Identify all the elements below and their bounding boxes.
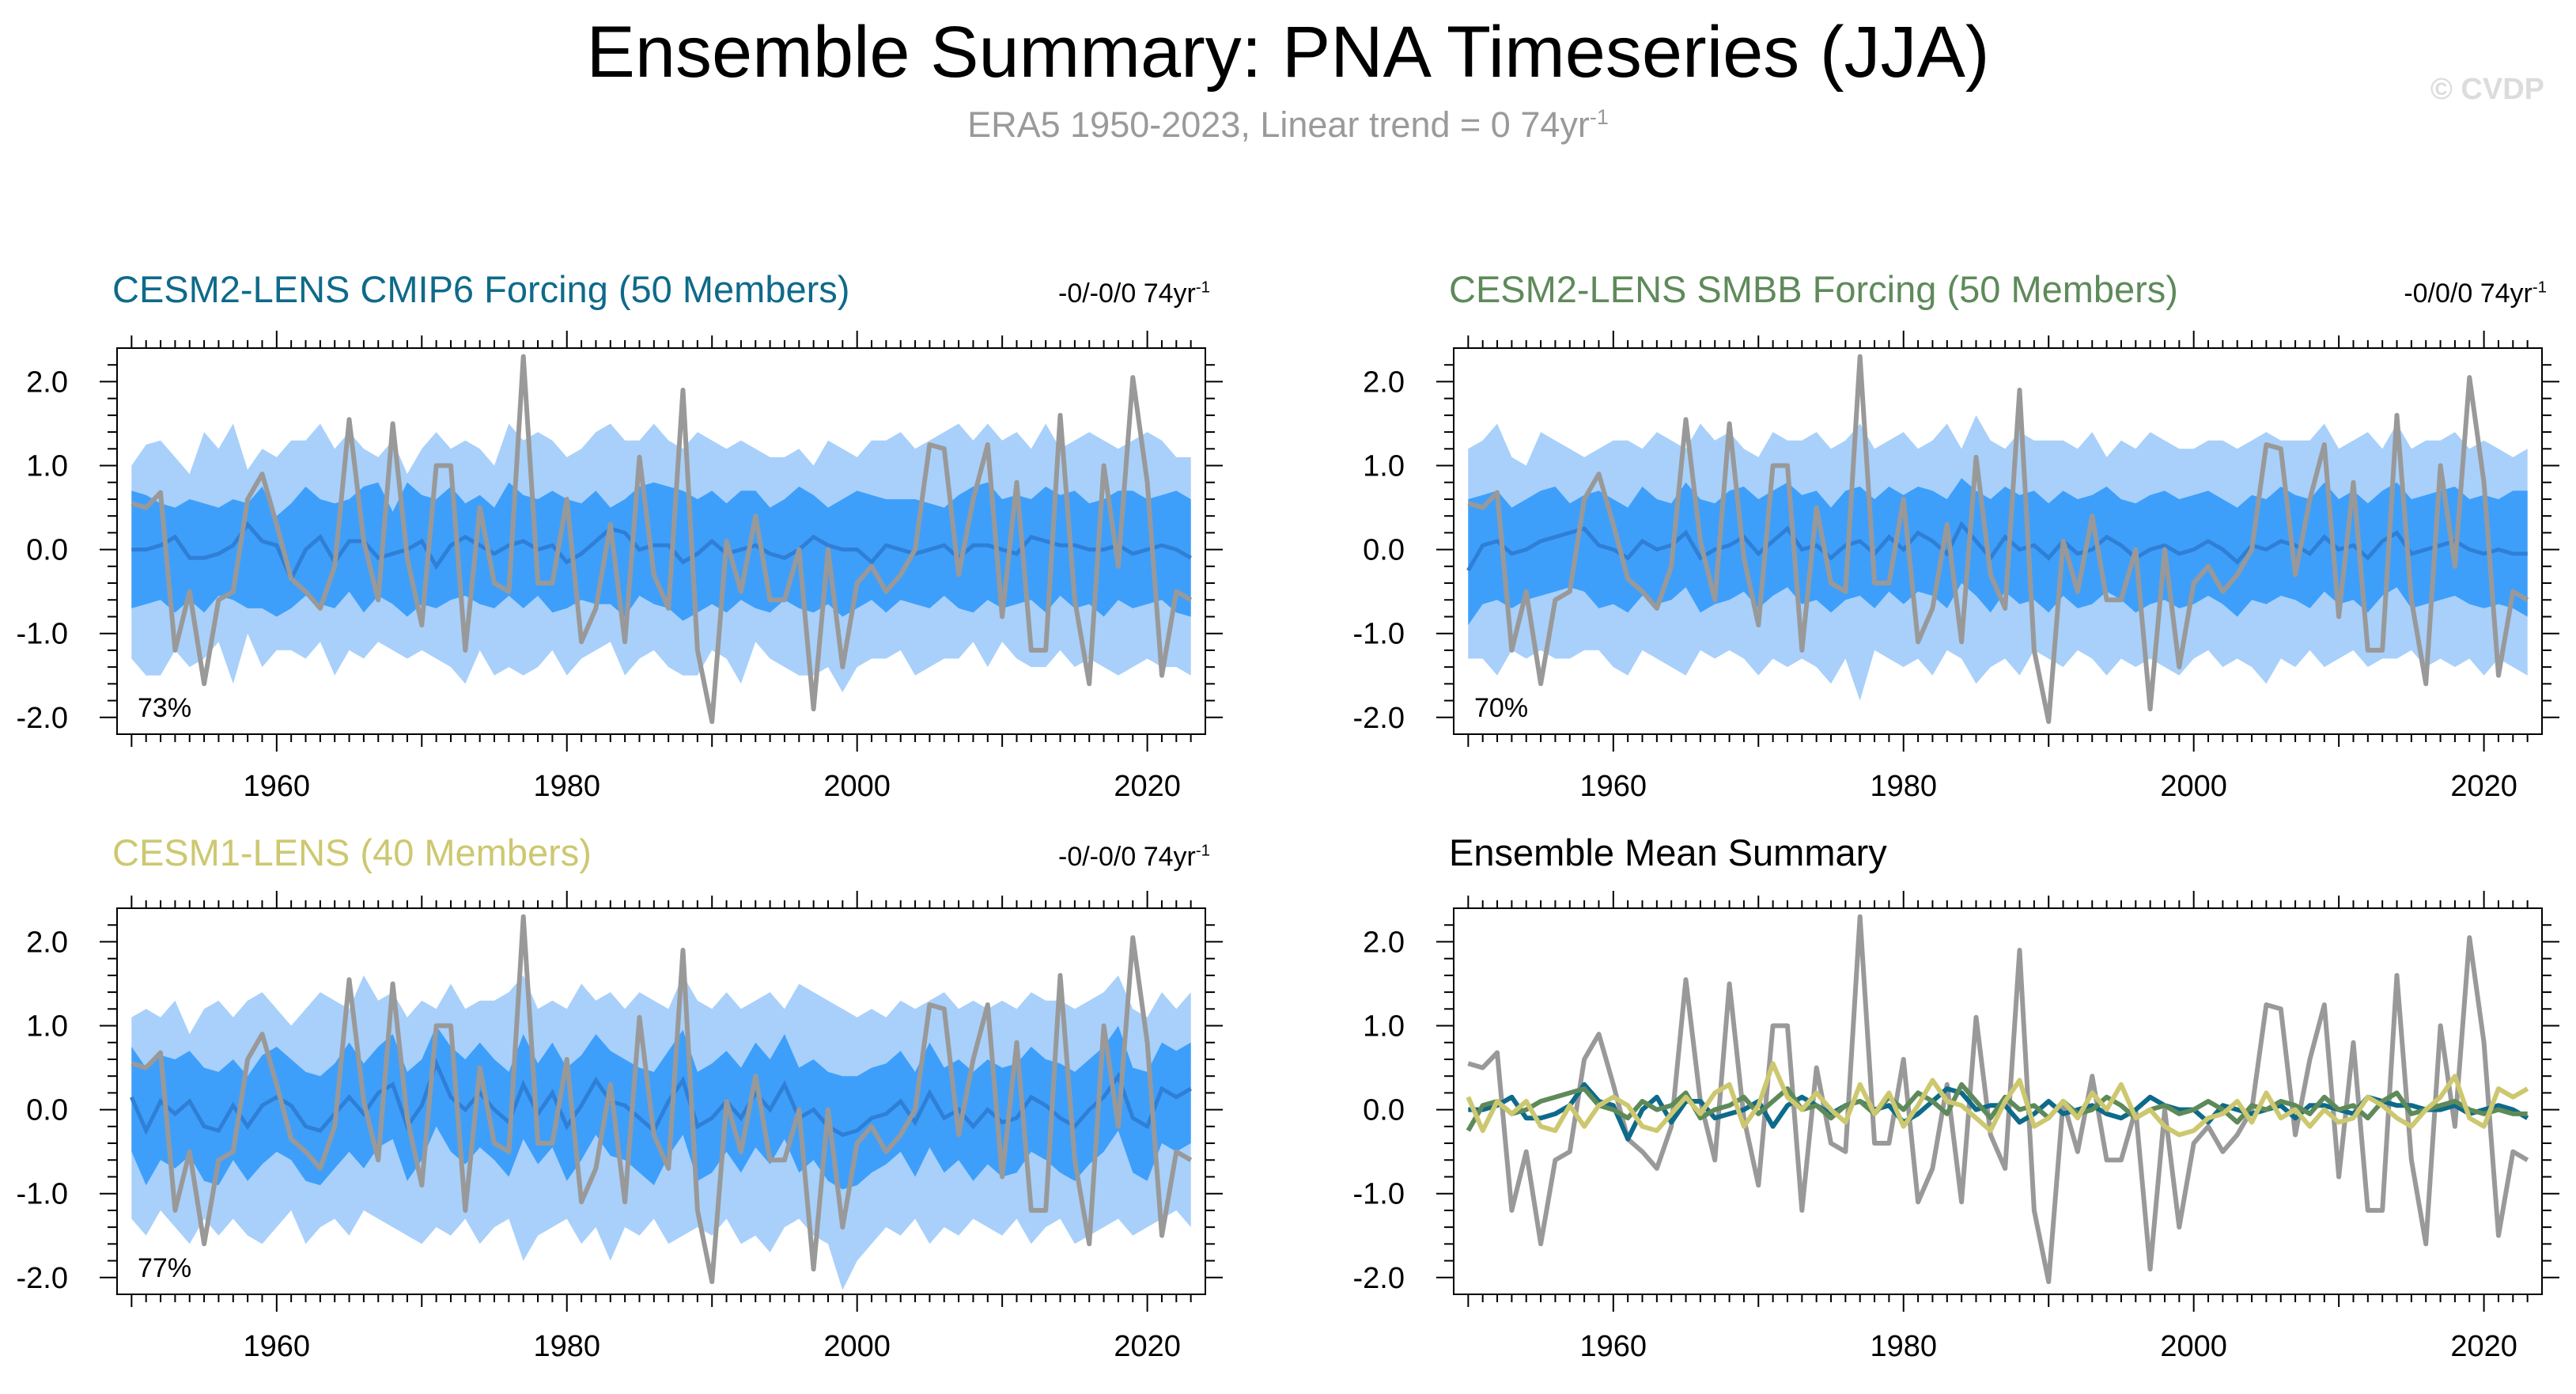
y-tick-label: 1.0 bbox=[26, 450, 68, 483]
era5-line bbox=[131, 914, 1193, 1285]
y-tick-label: 0.0 bbox=[26, 1094, 68, 1127]
x-tick-label: 2020 bbox=[1114, 1330, 1181, 1363]
band-25-75 bbox=[1468, 478, 2528, 626]
x-tick-label: 2000 bbox=[2160, 1330, 2227, 1363]
ensemble-mean-line bbox=[1466, 521, 2528, 572]
percent-annotation: 77% bbox=[138, 1253, 191, 1283]
era5-line bbox=[1467, 354, 2529, 725]
x-tick-label: 1960 bbox=[1580, 1330, 1647, 1363]
y-tick-label: 2.0 bbox=[26, 366, 68, 399]
plot-frame bbox=[116, 347, 1206, 735]
y-tick-label: -1.0 bbox=[17, 618, 68, 651]
trend-exponent: -1 bbox=[1195, 278, 1210, 297]
era5-line bbox=[131, 354, 1193, 725]
y-tick-label: -2.0 bbox=[17, 1262, 68, 1295]
y-tick-label: 2.0 bbox=[1363, 926, 1405, 959]
percent-annotation: 70% bbox=[1474, 693, 1528, 723]
plot-frame bbox=[1453, 907, 2543, 1295]
x-tick-label: 2020 bbox=[2450, 770, 2517, 803]
era5-line bbox=[1467, 914, 2529, 1285]
page-subtitle: ERA5 1950-2023, Linear trend = 0 74yr-1 bbox=[0, 104, 2576, 146]
y-tick-label: 1.0 bbox=[1363, 1010, 1405, 1044]
plot-frame bbox=[116, 907, 1206, 1295]
x-tick-label: 1980 bbox=[1870, 770, 1937, 803]
trend-text: -0/-0/0 74yr bbox=[1058, 278, 1196, 309]
x-tick-label: 1980 bbox=[533, 770, 600, 803]
x-tick-label: 2000 bbox=[823, 770, 891, 803]
y-tick-label: -1.0 bbox=[1353, 1178, 1405, 1211]
panel-title-cesm1: CESM1-LENS (40 Members) bbox=[112, 831, 592, 873]
band-25-75 bbox=[131, 1025, 1191, 1190]
x-tick-label: 2020 bbox=[1114, 770, 1181, 803]
trend-exponent: -1 bbox=[1195, 842, 1210, 860]
y-tick-label: 1.0 bbox=[26, 1010, 68, 1044]
x-tick-label: 1960 bbox=[244, 1330, 311, 1363]
subtitle-exponent: -1 bbox=[1589, 105, 1609, 129]
plot-area bbox=[1466, 914, 2529, 1285]
y-tick-label: 1.0 bbox=[1363, 450, 1405, 483]
cesm1-mean-line bbox=[1466, 1061, 2529, 1138]
x-tick-label: 2000 bbox=[823, 1330, 891, 1363]
ensemble-mean-line bbox=[130, 1058, 1192, 1138]
panel-trend-cesm1: -0/-0/0 74yr-1 bbox=[815, 842, 1210, 873]
x-tick-label: 1980 bbox=[1870, 1330, 1937, 1363]
trend-text: -0/-0/0 74yr bbox=[1058, 842, 1196, 872]
watermark: © CVDP bbox=[2430, 73, 2544, 106]
plot-area bbox=[1466, 354, 2529, 725]
x-tick-label: 1960 bbox=[1580, 770, 1647, 803]
y-tick-label: 0.0 bbox=[26, 534, 68, 567]
y-tick-label: -1.0 bbox=[17, 1178, 68, 1211]
page-title: Ensemble Summary: PNA Timeseries (JJA) bbox=[586, 12, 1990, 93]
y-tick-label: -2.0 bbox=[1353, 702, 1405, 735]
plot-area bbox=[131, 354, 1193, 725]
y-tick-label: -2.0 bbox=[17, 702, 68, 735]
x-tick-label: 1980 bbox=[533, 1330, 600, 1363]
y-tick-label: 0.0 bbox=[1363, 534, 1405, 567]
panel-title-ensemble-mean: Ensemble Mean Summary bbox=[1449, 831, 1887, 873]
trend-text: -0/0/0 74yr bbox=[2404, 278, 2532, 309]
y-tick-label: 0.0 bbox=[1363, 1094, 1405, 1127]
y-tick-label: -2.0 bbox=[1353, 1262, 1405, 1295]
panel-title-smbb: CESM2-LENS SMBB Forcing (50 Members) bbox=[1449, 268, 2178, 310]
plot-area bbox=[130, 914, 1193, 1290]
percent-annotation: 73% bbox=[138, 693, 191, 723]
y-tick-label: 2.0 bbox=[1363, 366, 1405, 399]
plot-frame bbox=[1453, 347, 2543, 735]
y-tick-label: -1.0 bbox=[1353, 618, 1405, 651]
panel-title-cmip6: CESM2-LENS CMIP6 Forcing (50 Members) bbox=[112, 268, 850, 310]
trend-exponent: -1 bbox=[2532, 278, 2547, 297]
x-tick-label: 2000 bbox=[2160, 770, 2227, 803]
band-25-75 bbox=[131, 482, 1191, 621]
smbb-mean-line bbox=[1466, 1081, 2528, 1132]
x-tick-label: 2020 bbox=[2450, 1330, 2517, 1363]
ensemble-mean-line bbox=[131, 521, 1192, 584]
y-tick-label: 2.0 bbox=[26, 926, 68, 959]
panel-trend-cmip6: -0/-0/0 74yr-1 bbox=[815, 278, 1210, 309]
subtitle-text: ERA5 1950-2023, Linear trend = 0 74yr bbox=[967, 104, 1590, 145]
x-tick-label: 1960 bbox=[244, 770, 311, 803]
panel-trend-smbb: -0/0/0 74yr-1 bbox=[2151, 278, 2547, 309]
